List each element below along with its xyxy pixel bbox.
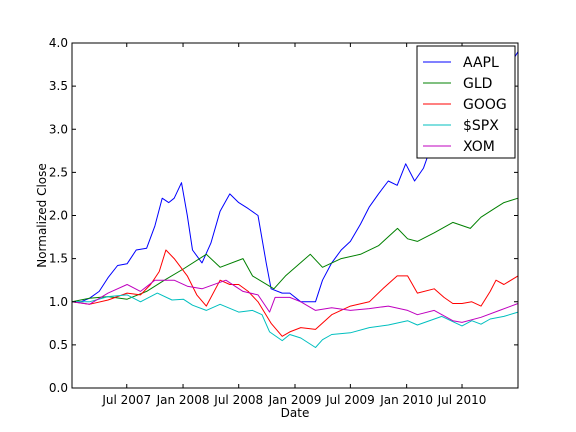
y-tick-label: 2.5: [49, 165, 68, 179]
y-axis-label: Normalized Close: [35, 163, 49, 268]
legend-label-aapl: AAPL: [463, 55, 499, 71]
series-line-gld: [71, 197, 519, 303]
x-axis-label: Date: [281, 406, 310, 420]
y-tick-label: 2.0: [49, 209, 68, 223]
legend-label-spx: $SPX: [463, 118, 499, 134]
y-tick-label: 1.5: [49, 252, 68, 266]
y-tick-label: 0.5: [49, 338, 68, 352]
x-tick-label: Jan 2009: [268, 393, 322, 407]
legend: AAPL GLD GOOG $SPX XOM: [416, 45, 516, 159]
legend-label-xom: XOM: [463, 139, 495, 155]
y-tick-label: 3.0: [49, 122, 68, 136]
x-tick-label: Jan 2008: [156, 393, 210, 407]
x-tick-label: Jan 2010: [379, 393, 433, 407]
y-tick-label: 0.0: [49, 381, 68, 395]
y-tick-label: 3.5: [49, 79, 68, 93]
y-tick-label: 4.0: [49, 36, 68, 50]
y-tick-label: 1.0: [49, 295, 68, 309]
legend-box: [416, 45, 516, 159]
x-tick-label: Jul 2010: [437, 393, 487, 407]
legend-label-gld: GLD: [463, 76, 492, 92]
series-line-xom: [71, 279, 519, 323]
series-line-spx: [72, 292, 519, 348]
x-tick-label: Jul 2009: [325, 393, 375, 407]
x-tick-label: Jul 2008: [213, 393, 263, 407]
ticks-layer: 0.0 0.5 1.0 1.5 2.0 2.5 3.0 3.5 4.0 Jul 2007 Jan 2…: [49, 36, 518, 407]
series-line-goog: [71, 249, 519, 337]
x-tick-label: Jul 2007: [101, 393, 151, 407]
legend-label-goog: GOOG: [463, 97, 507, 113]
